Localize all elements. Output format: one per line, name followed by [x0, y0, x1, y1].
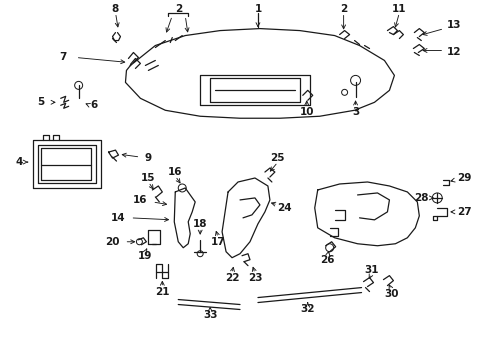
Text: 16: 16: [133, 195, 147, 205]
Text: 27: 27: [456, 207, 470, 217]
Text: 17: 17: [210, 237, 225, 247]
Text: 32: 32: [300, 305, 314, 315]
Text: 3: 3: [351, 107, 359, 117]
Text: 20: 20: [105, 237, 120, 247]
Text: 4: 4: [15, 157, 22, 167]
Text: 16: 16: [168, 167, 182, 177]
Text: 11: 11: [391, 4, 406, 14]
Text: 5: 5: [37, 97, 44, 107]
Text: 1: 1: [254, 4, 261, 14]
Text: 8: 8: [112, 4, 119, 14]
Text: 31: 31: [364, 265, 378, 275]
Text: 15: 15: [141, 173, 155, 183]
Text: 29: 29: [456, 173, 470, 183]
Text: 2: 2: [339, 4, 346, 14]
Text: 22: 22: [224, 273, 239, 283]
Text: 24: 24: [277, 203, 291, 213]
Text: 7: 7: [59, 53, 66, 63]
Text: 33: 33: [203, 310, 217, 320]
Text: 13: 13: [446, 19, 461, 30]
Text: 21: 21: [155, 287, 169, 297]
Text: 2: 2: [174, 4, 182, 14]
Text: 18: 18: [193, 219, 207, 229]
Text: 10: 10: [299, 107, 313, 117]
Text: 23: 23: [247, 273, 262, 283]
Text: 19: 19: [138, 251, 152, 261]
Text: 28: 28: [413, 193, 427, 203]
Text: 9: 9: [144, 153, 152, 163]
Text: 6: 6: [90, 100, 97, 110]
Text: 30: 30: [384, 289, 398, 298]
Text: 26: 26: [320, 255, 334, 265]
Text: 25: 25: [270, 153, 285, 163]
Text: 14: 14: [111, 213, 125, 223]
Text: 12: 12: [446, 48, 461, 58]
